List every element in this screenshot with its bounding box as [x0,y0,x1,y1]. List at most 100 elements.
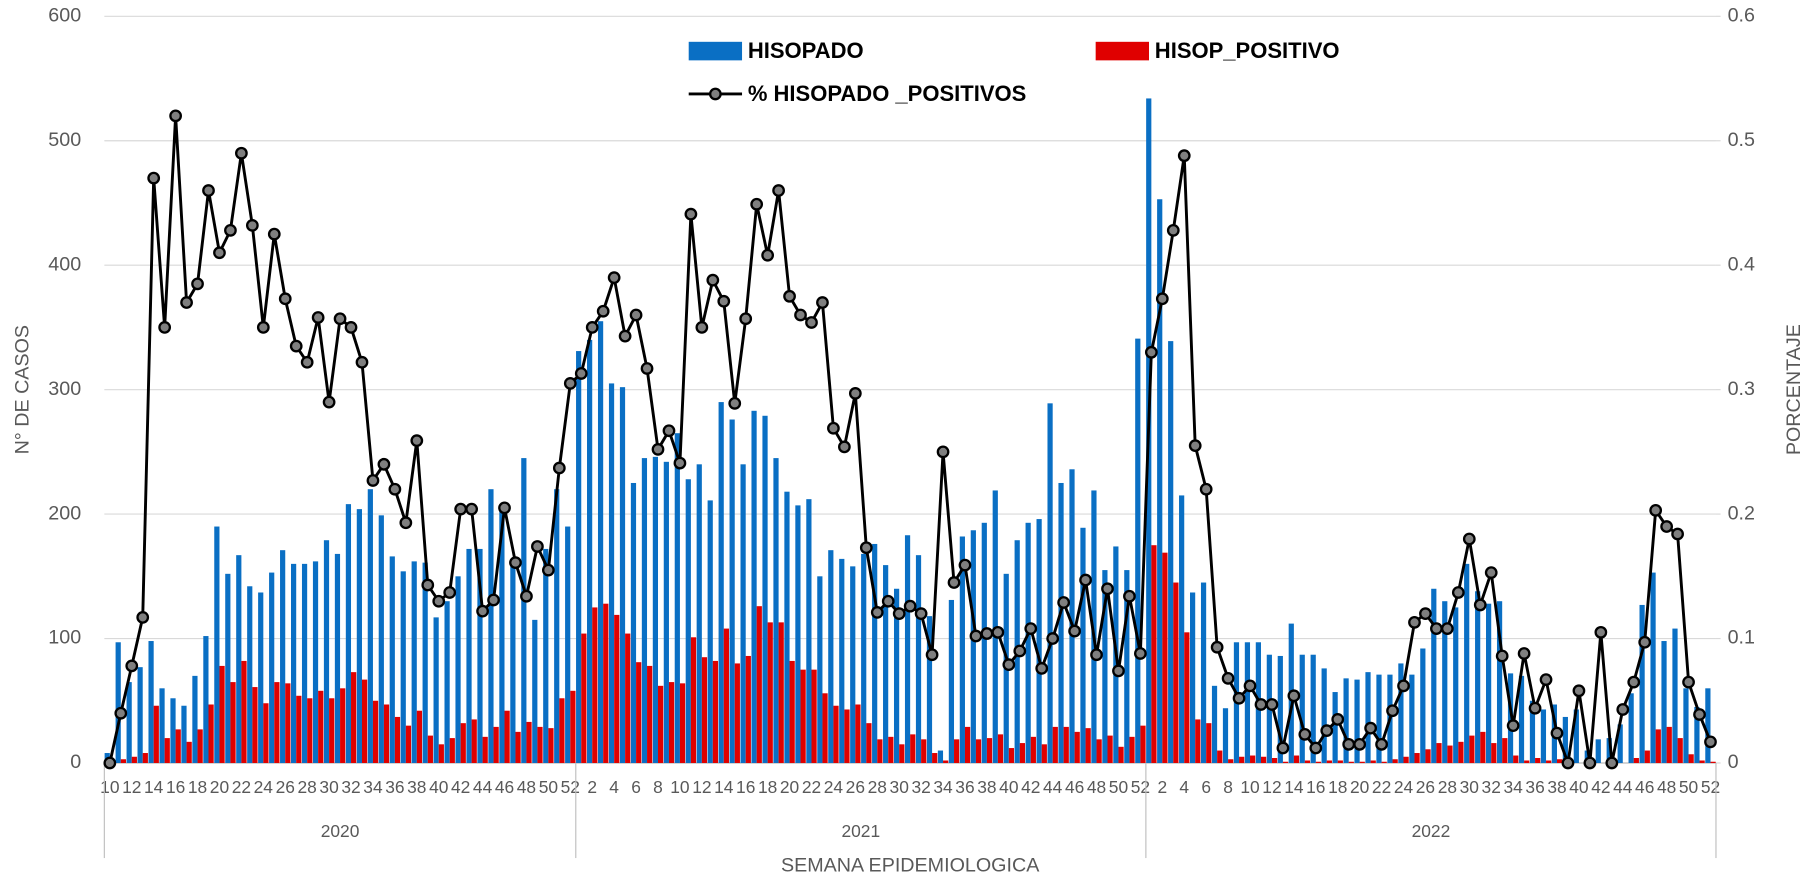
line-marker [488,595,498,605]
line-marker [1058,597,1068,607]
line-marker [1047,633,1057,643]
bar [592,607,597,763]
bar [455,576,460,763]
bar [768,622,773,763]
bar [340,688,345,763]
bar [1108,736,1113,763]
bar [466,549,471,763]
line-marker [1596,627,1606,637]
line-marker [280,294,290,304]
line-marker [762,250,772,260]
bar [165,738,170,763]
bar [307,698,312,763]
line-marker [697,322,707,332]
line-marker [1146,347,1156,357]
bar [1261,757,1266,763]
bar [620,387,625,763]
x-tick-label: 34 [1503,777,1523,797]
bar [1360,762,1365,763]
bar [428,736,433,763]
bar [302,564,307,763]
bar [954,739,959,763]
x-tick-label: 4 [609,777,619,797]
bar [318,691,323,763]
bar [850,566,855,763]
line-marker [1705,737,1715,747]
line-marker [1486,567,1496,577]
line-marker [795,310,805,320]
bar [1135,339,1140,763]
line-marker [587,322,597,332]
line-marker [1256,699,1266,709]
bar [444,601,449,763]
line-marker [1322,725,1332,735]
bar [603,604,608,763]
x-tick-label: 14 [144,777,164,797]
bar [505,711,510,763]
x-tick-label: 28 [868,777,887,797]
bar [209,704,214,762]
line-marker [390,484,400,494]
y2-tick-label: 0.6 [1728,5,1755,27]
bar [741,464,746,763]
x-tick-label: 34 [933,777,953,797]
bar [1097,739,1102,763]
x-tick-label: 16 [736,777,755,797]
line-marker [1343,739,1353,749]
bar [368,489,373,763]
x-tick-label: 26 [276,777,295,797]
x-tick-label: 48 [517,777,536,797]
bar [351,672,356,763]
bar [1491,743,1496,763]
line-marker [1091,649,1101,659]
line-marker [313,312,323,322]
line-marker [1431,623,1441,633]
line-marker [719,296,729,306]
bar [719,402,724,763]
bar [1634,758,1639,763]
legend-label: HISOPADO [748,38,864,63]
y2-tick-label: 0 [1728,751,1739,773]
x-tick-label: 22 [802,777,821,797]
bar [899,744,904,763]
x-tick-label: 14 [714,777,734,797]
x-tick-label: 26 [1416,777,1435,797]
bar [252,687,257,763]
x-tick-label: 52 [1131,777,1150,797]
line-marker [335,313,345,323]
bar [1502,738,1507,763]
line-marker [982,628,992,638]
bar [181,706,186,763]
bar [883,565,888,763]
bar [329,698,334,763]
bar [1639,605,1644,763]
bar [1217,751,1222,763]
x-tick-label: 30 [319,777,338,797]
legend-swatch [689,42,742,61]
line-marker [1694,709,1704,719]
bar [708,500,713,763]
bar [1546,760,1551,762]
bar [724,629,729,763]
bar [230,682,235,763]
bar [938,751,943,763]
x-tick-label: 30 [890,777,909,797]
bar [839,559,844,763]
bar [263,703,268,763]
line-marker [423,580,433,590]
bar [1661,641,1666,763]
line-marker [1530,703,1540,713]
bar [1689,754,1694,763]
bar [1667,727,1672,763]
bar [636,662,641,763]
bar [379,515,384,763]
bar [543,549,548,763]
line-marker [653,444,663,454]
x-tick-label: 42 [1021,777,1040,797]
line-marker [105,758,115,768]
line-marker [1650,505,1660,515]
bar [855,704,860,762]
bar [1162,553,1167,763]
bar [1464,564,1469,763]
bar [735,663,740,763]
